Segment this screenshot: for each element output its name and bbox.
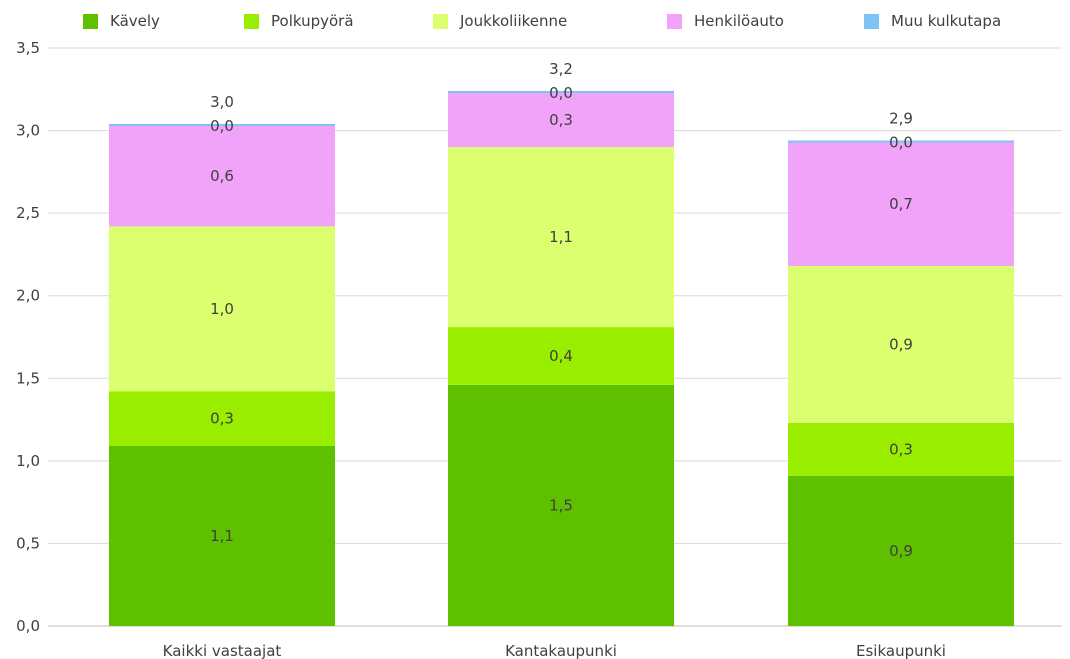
legend-label: Henkilöauto [694, 12, 784, 30]
bar-segment-0-2 [109, 226, 335, 392]
total-label: 3,0 [210, 93, 234, 111]
bar-segment-1-2 [448, 147, 674, 328]
y-tick-label: 2,5 [16, 204, 40, 222]
data-label: 0,6 [210, 167, 234, 185]
x-tick-label: Kantakaupunki [505, 642, 617, 659]
y-tick-label: 1,0 [16, 452, 40, 470]
bar-segment-0-3 [109, 125, 335, 227]
data-label: 0,3 [549, 111, 573, 129]
y-tick-label: 3,5 [16, 39, 40, 57]
legend-item: Muu kulkutapa [864, 12, 1001, 30]
data-label: 1,1 [549, 228, 573, 246]
bar-segment-2-3 [788, 142, 1014, 266]
y-tick-label: 0,5 [16, 534, 40, 552]
legend-swatch [244, 13, 259, 29]
x-tick-label: Esikaupunki [856, 642, 946, 659]
bar-segment-0-0 [109, 445, 335, 626]
bar-segment-1-0 [448, 384, 674, 626]
legend-swatch [433, 13, 448, 29]
bar-segment-2-0 [788, 475, 1014, 626]
bar-segment-2-1 [788, 422, 1014, 476]
data-label: 0,0 [210, 117, 234, 135]
y-tick-label: 3,0 [16, 122, 40, 140]
legend-swatch [864, 13, 879, 29]
bar-segment-0-1 [109, 391, 335, 446]
legend-item: Polkupyörä [244, 12, 354, 30]
legend-swatch [667, 13, 682, 29]
total-label: 2,9 [889, 109, 913, 127]
data-label: 1,0 [210, 300, 234, 318]
legend-swatch [83, 13, 98, 29]
legend-item: Henkilöauto [667, 12, 784, 30]
bar-segment-0-4 [109, 123, 335, 126]
bar-segment-1-3 [448, 92, 674, 148]
data-label: 0,0 [549, 84, 573, 102]
legend-label: Polkupyörä [271, 12, 354, 30]
data-label: 0,7 [889, 195, 913, 213]
bar-segment-2-2 [788, 265, 1014, 423]
data-label: 0,0 [889, 133, 913, 151]
legend-item: Joukkoliikenne [433, 12, 567, 30]
legend-label: Joukkoliikenne [460, 12, 568, 30]
y-tick-label: 1,5 [16, 369, 40, 387]
data-label: 0,4 [549, 347, 573, 365]
legend-label: Kävely [110, 12, 160, 30]
data-label: 1,5 [549, 496, 573, 514]
data-label: 0,3 [210, 410, 234, 428]
bar-segment-2-4 [788, 140, 1014, 143]
total-label: 3,2 [549, 60, 573, 78]
bar-segment-1-4 [448, 90, 674, 93]
data-label: 0,9 [889, 335, 913, 353]
data-label: 1,1 [210, 527, 234, 545]
data-label: 0,9 [889, 542, 913, 560]
bar-segment-1-1 [448, 327, 674, 385]
y-tick-label: 2,0 [16, 287, 40, 305]
x-tick-label: Kaikki vastaajat [163, 642, 282, 659]
chart-legend: Kävely Polkupyörä Joukkoliikenne Henkilöaut… [0, 12, 1070, 38]
y-tick-label: 0,0 [16, 617, 40, 635]
legend-label: Muu kulkutapa [891, 12, 1002, 30]
data-label: 0,3 [889, 440, 913, 458]
legend-item: Kävely [83, 12, 160, 30]
